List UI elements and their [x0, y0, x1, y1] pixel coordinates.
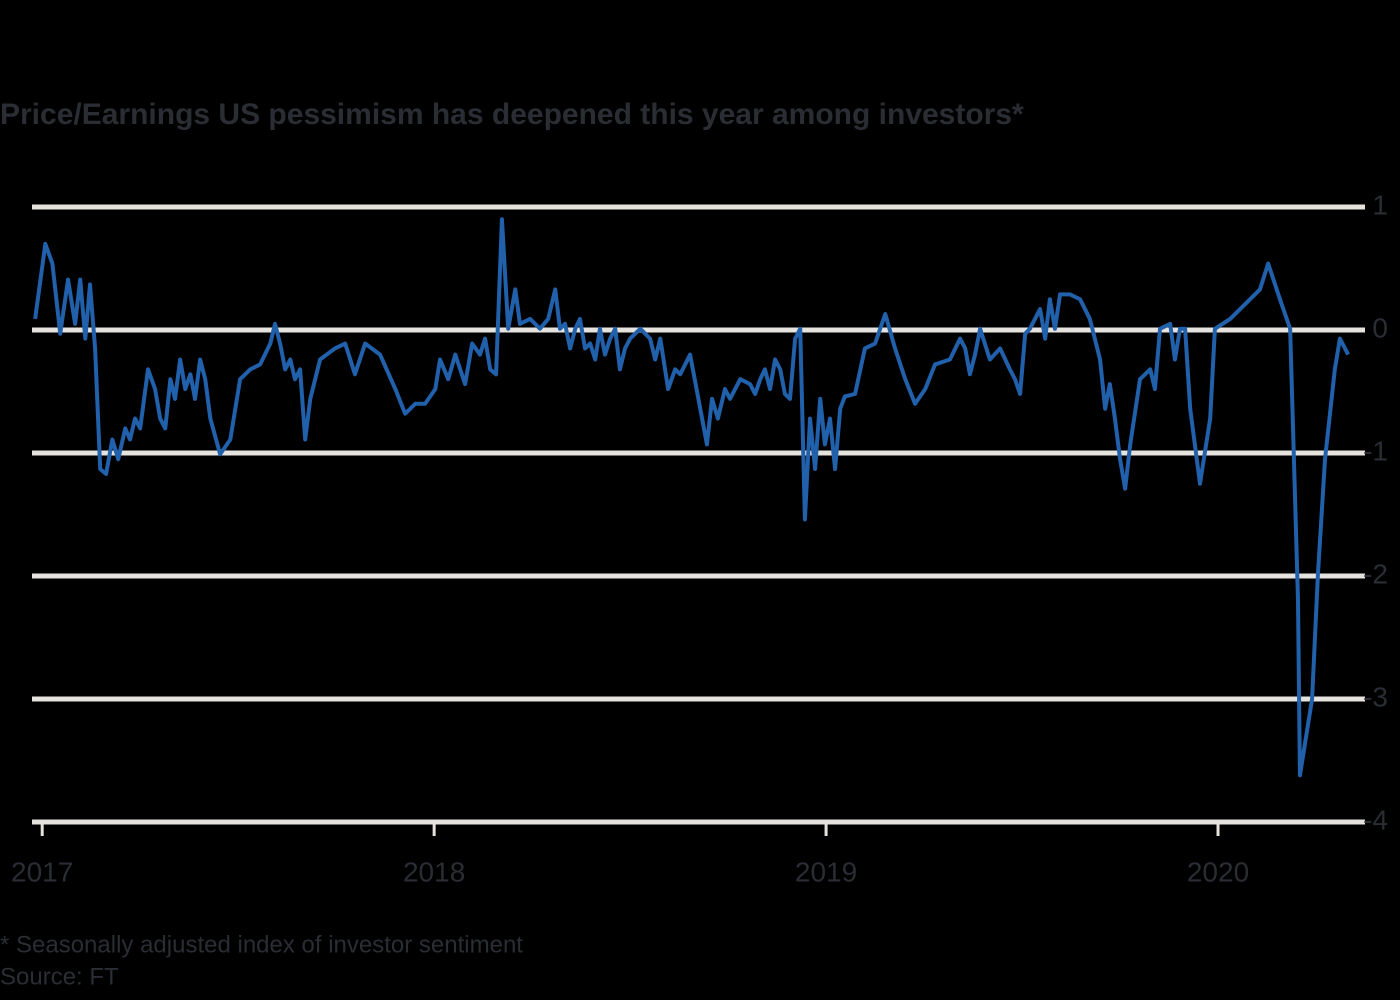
source: Source: FT [0, 963, 119, 990]
data-line [33, 217, 1350, 778]
y-tick-label: 1 [1372, 189, 1388, 220]
x-tick-label: 2020 [1187, 856, 1249, 887]
x-tick-label: 2017 [11, 856, 73, 887]
x-tick-label: 2019 [795, 856, 857, 887]
chart-title: Price/Earnings US pessimism has deepened… [0, 98, 1024, 131]
y-tick-label: -3 [1363, 681, 1388, 712]
y-tick-label: 0 [1372, 312, 1388, 343]
y-tick-label: -1 [1363, 435, 1388, 466]
x-tick-label: 2018 [403, 856, 465, 887]
y-tick-label: -4 [1363, 804, 1388, 835]
footnote: * Seasonally adjusted index of investor … [0, 931, 523, 958]
y-tick-label: -2 [1363, 558, 1388, 589]
